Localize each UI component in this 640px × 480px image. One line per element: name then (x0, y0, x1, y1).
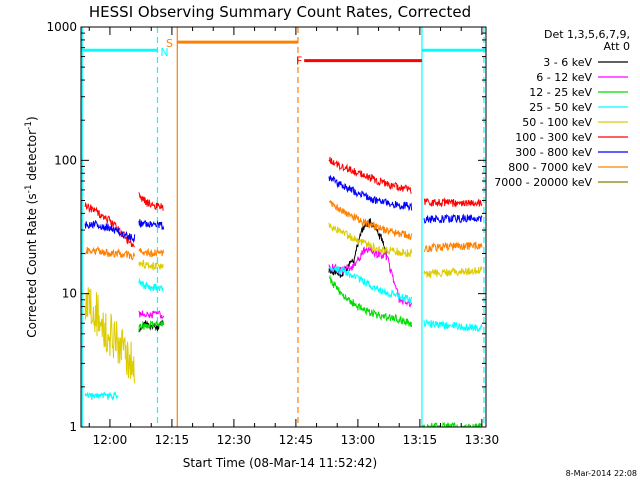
plot-frame (80, 26, 487, 428)
x-tick-label: 13:00 (341, 433, 376, 447)
x-axis-label: Start Time (08-Mar-14 11:52:42) (183, 456, 377, 470)
y-tick-label: 100 (54, 153, 77, 167)
x-tick-label: 12:15 (155, 433, 190, 447)
series-line-4-0 (84, 287, 136, 384)
x-tick-label: 12:30 (217, 433, 252, 447)
x-tick-label: 13:30 (465, 433, 500, 447)
series-line-3-0 (84, 390, 119, 401)
legend-header-1: Det 1,3,5,6,7,9, (544, 28, 630, 41)
plot-area: NS F (81, 27, 486, 427)
legend-label-5: 100 - 300 keV (515, 131, 592, 144)
series-line-0-1 (328, 218, 388, 278)
flag-label-S: S (166, 37, 173, 50)
flag-label-N: N (160, 46, 168, 59)
series-line-3-2 (328, 265, 413, 305)
series-line-3-1 (138, 278, 164, 293)
x-tick-label: 13:15 (403, 433, 438, 447)
series-line-4-2 (328, 222, 413, 258)
series-line-5-2 (328, 156, 412, 194)
y-tick-label: 1 (69, 420, 77, 434)
legend-label-1: 6 - 12 keV (536, 71, 592, 84)
series-line-4-1 (138, 259, 164, 272)
series-line-7-0 (84, 245, 136, 261)
y-axis-label: Corrected Count Rate (s-1 detector-1) (24, 116, 39, 337)
series-line-2-0 (138, 320, 165, 332)
legend: Det 1,3,5,6,7,9, Att 0 3 - 6 keV 6 - 12 k… (494, 28, 630, 189)
chart-title: HESSI Observing Summary Count Rates, Cor… (89, 3, 471, 21)
legend-label-6: 300 - 800 keV (515, 146, 592, 159)
y-tick-label: 1000 (46, 20, 77, 34)
legend-header-2: Att 0 (604, 40, 630, 53)
series-line-7-2 (328, 200, 413, 241)
x-axis: 12:00 12:15 12:30 12:45 13:00 13:15 13:30 (88, 27, 500, 447)
series-line-5-1 (138, 192, 164, 211)
series-line-2-2 (421, 421, 483, 427)
y-tick-label: 10 (62, 287, 77, 301)
series-line-6-0 (84, 219, 136, 244)
series-line-5-3 (423, 197, 483, 208)
legend-label-2: 12 - 25 keV (529, 86, 592, 99)
legend-label-3: 25 - 50 keV (529, 101, 592, 114)
legend-label-8: 7000 - 20000 keV (494, 176, 592, 189)
legend-label-7: 800 - 7000 keV (508, 161, 592, 174)
legend-label-4: 50 - 100 keV (522, 116, 592, 129)
series-line-5-0 (84, 201, 135, 248)
legend-label-0: 3 - 6 keV (543, 56, 592, 69)
series-line-6-2 (328, 175, 413, 212)
series-line-1-0 (138, 310, 165, 320)
x-tick-label: 12:00 (93, 433, 128, 447)
series-line-6-3 (423, 213, 483, 224)
series-line-2-1 (329, 274, 413, 328)
series-line-6-1 (138, 219, 165, 230)
flag-label-F: F (296, 55, 302, 68)
series-line-3-3 (423, 318, 483, 332)
footer-date: 8-Mar-2014 22:08 (566, 469, 637, 478)
series-line-4-3 (423, 266, 483, 279)
series-line-7-1 (138, 247, 165, 258)
series-line-7-3 (423, 241, 483, 253)
y-axis: 1 10 100 1000 (46, 20, 486, 434)
x-tick-label: 12:45 (279, 433, 314, 447)
